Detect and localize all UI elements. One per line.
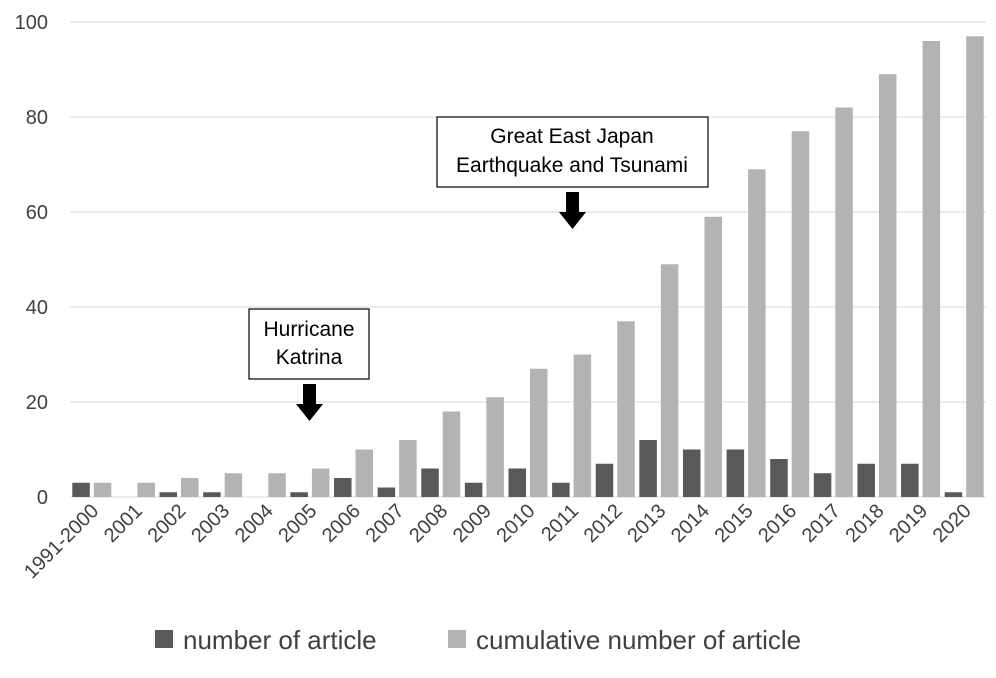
annotation-box [436, 116, 709, 188]
annotation-line: Great East Japan [490, 125, 653, 148]
bar-number-of-article [377, 487, 396, 497]
x-tick-label: 2001 [100, 500, 147, 547]
x-tick-label: 2008 [405, 500, 452, 547]
x-tick-label: 2015 [711, 500, 758, 547]
legend: number of article cumulative number of a… [155, 625, 801, 655]
annotation-line: Hurricane [263, 318, 354, 341]
x-tick-label: 2019 [885, 500, 932, 547]
bar-number-of-article [334, 478, 352, 497]
x-tick-label: 2007 [362, 500, 409, 547]
x-tick-label: 2010 [493, 500, 540, 547]
bar-number-of-article [464, 482, 483, 497]
x-tick-label: 2014 [667, 500, 714, 547]
y-axis-ticks: 0 20 40 60 80 100 [15, 12, 48, 509]
bar-number-of-article [639, 440, 657, 497]
bar-cumulative-number-of-article [268, 473, 286, 497]
bar-number-of-article [726, 449, 745, 497]
bar-number-of-article [813, 473, 832, 497]
down-arrow-icon [559, 192, 586, 229]
bar-cumulative-number-of-article [442, 411, 461, 497]
bar-cumulative-number-of-article [399, 440, 417, 497]
x-tick-label: 2006 [318, 500, 365, 547]
x-tick-label: 2020 [929, 500, 976, 547]
legend-swatch-cumulative-number-of-article [448, 630, 466, 648]
bar-number-of-article [857, 463, 875, 497]
bar-number-of-article [72, 482, 90, 497]
bar-number-of-article [508, 468, 526, 497]
down-arrow-icon [296, 384, 323, 421]
annotation-hurricane-katrina: Hurricane Katrina [248, 308, 370, 421]
annotation-great-east-japan-earthquake: Great East Japan Earthquake and Tsunami [436, 116, 709, 229]
x-tick-label: 2017 [798, 500, 845, 547]
x-tick-label: 2005 [274, 500, 321, 547]
y-tick-label: 20 [26, 392, 48, 414]
legend-label-number-of-article: number of article [183, 625, 377, 655]
y-tick-label: 80 [26, 107, 48, 129]
bar-cumulative-number-of-article [791, 131, 810, 497]
bar-number-of-article [944, 492, 963, 497]
bar-number-of-article [901, 463, 919, 497]
bar-number-of-article [682, 449, 701, 497]
bar-cumulative-number-of-article [922, 41, 941, 497]
bar-number-of-article [290, 492, 308, 497]
bar-cumulative-number-of-article [355, 449, 374, 497]
bar-cumulative-number-of-article [617, 321, 635, 497]
x-tick-label: 1991-2000 [20, 500, 103, 583]
y-tick-label: 60 [26, 202, 48, 224]
annotation-line: Earthquake and Tsunami [456, 154, 688, 177]
x-tick-label: 2013 [623, 500, 670, 547]
bar-cumulative-number-of-article [704, 216, 722, 497]
x-tick-label: 2018 [841, 500, 888, 547]
bar-cumulative-number-of-article [311, 468, 330, 497]
bar-cumulative-number-of-article [835, 107, 853, 497]
x-tick-label: 2011 [537, 500, 583, 546]
x-tick-label: 2003 [187, 500, 234, 547]
x-tick-label: 2002 [144, 500, 191, 547]
bar-cumulative-number-of-article [878, 74, 897, 497]
bar-number-of-article [421, 468, 439, 497]
x-tick-label: 2004 [231, 500, 278, 547]
bar-number-of-article [159, 492, 178, 497]
x-tick-label: 2009 [449, 500, 496, 547]
x-axis-ticks: 1991-20002001200220032004200520062007200… [20, 500, 976, 583]
annotation-line: Katrina [276, 346, 343, 369]
bar-cumulative-number-of-article [93, 482, 112, 497]
bar-cumulative-number-of-article [748, 169, 766, 497]
bar-number-of-article [203, 492, 221, 497]
bar-number-of-article [595, 463, 614, 497]
bar-cumulative-number-of-article [573, 354, 592, 497]
bar-cumulative-number-of-article [486, 397, 504, 497]
bars [72, 36, 984, 497]
x-tick-label: 2016 [754, 500, 801, 547]
bar-number-of-article [552, 482, 570, 497]
y-tick-label: 0 [37, 487, 48, 509]
bar-cumulative-number-of-article [181, 478, 199, 497]
bar-cumulative-number-of-article [137, 482, 155, 497]
legend-swatch-number-of-article [155, 630, 173, 648]
y-tick-label: 40 [26, 297, 48, 319]
bar-number-of-article [770, 459, 788, 497]
bar-cumulative-number-of-article [224, 473, 243, 497]
bar-cumulative-number-of-article [530, 368, 548, 497]
x-tick-label: 2012 [580, 500, 627, 547]
annotation-box [248, 308, 370, 380]
y-tick-label: 100 [15, 12, 48, 34]
bar-cumulative-number-of-article [966, 36, 984, 497]
bar-cumulative-number-of-article [660, 264, 679, 497]
legend-label-cumulative-number-of-article: cumulative number of article [476, 625, 801, 655]
